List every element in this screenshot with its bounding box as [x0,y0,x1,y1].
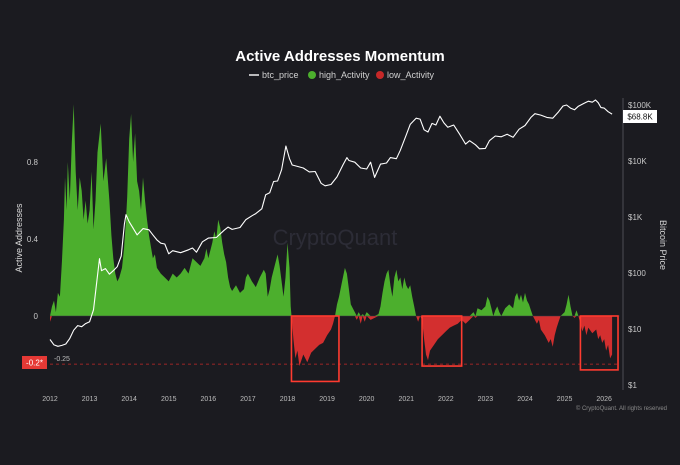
btc-price-line-group [49,99,613,347]
legend-low-activity-label: low_Activity [387,70,435,80]
right-axis-tick-label: $1K [628,213,643,222]
x-axis-tick-label: 2015 [161,396,177,403]
left-axis-tick-label: 0.4 [27,235,39,244]
left-axis-tick-label: 0.8 [27,158,39,167]
legend-low-activity-swatch [376,71,384,79]
x-axis-tick-label: 2024 [517,396,533,403]
right-axis-tick-label: $100 [628,269,646,278]
right-axis-tick-label: $1 [628,381,637,390]
watermark: CryptoQuant [273,225,398,250]
current-value-badge-label: -0.2* [26,359,43,368]
x-axis-tick-label: 2012 [42,396,58,403]
x-axis-tick-label: 2019 [319,396,335,403]
right-axis-label: Bitcoin Price [658,220,668,270]
right-axis-tick-label: $100K [628,101,652,110]
current-value-badge-bg [22,356,47,369]
highlight-box [290,315,340,383]
x-axis-tick-label: 2023 [478,396,494,403]
high-activity-area [50,104,613,316]
right-axis-tick-label: $10 [628,325,642,334]
left-axis-label: Active Addresses [14,203,24,273]
x-axis: 2012 2013 2014 2015 2016 2017 2018 2019 2020 2021… [42,396,612,403]
threshold-line-group: -0.25 [50,356,620,365]
current-value-badge: -0.2* [22,356,47,369]
legend-btc-price-label: btc_price [262,70,299,80]
credit-text: © CryptoQuant. All rights reserved [576,405,667,412]
right-axis-tick-label: $10K [628,157,647,166]
right-axis: $100K $10K $1K $100 $10 $1 [622,98,652,390]
btc-price-line [49,99,613,347]
price-badge-label: $68.8K [627,113,653,122]
legend: btc_price high_Activity low_Activity [249,70,435,80]
threshold-label: -0.25 [54,356,70,363]
x-axis-tick-label: 2021 [398,396,414,403]
price-badge-bg [623,110,657,123]
x-axis-tick-label: 2025 [557,396,573,403]
left-axis-tick-label: 0 [34,312,39,321]
x-axis-tick-label: 2020 [359,396,375,403]
x-axis-tick-label: 2017 [240,396,256,403]
x-axis-tick-label: 2022 [438,396,454,403]
highlight-boxes [290,315,619,383]
x-axis-tick-label: 2016 [201,396,217,403]
price-badge: $68.8K [623,110,657,123]
legend-high-activity-swatch [308,71,316,79]
x-axis-tick-label: 2018 [280,396,296,403]
x-axis-tick-label: 2014 [121,396,137,403]
highlight-box [421,315,463,367]
highlight-box [579,315,619,371]
low-activity-area [50,316,613,367]
legend-high-activity-label: high_Activity [319,70,370,80]
x-axis-tick-label: 2013 [82,396,98,403]
x-axis-tick-label: 2026 [596,396,612,403]
chart-title: Active Addresses Momentum [235,48,445,65]
left-axis: 0.8 0.4 0 [27,158,39,321]
